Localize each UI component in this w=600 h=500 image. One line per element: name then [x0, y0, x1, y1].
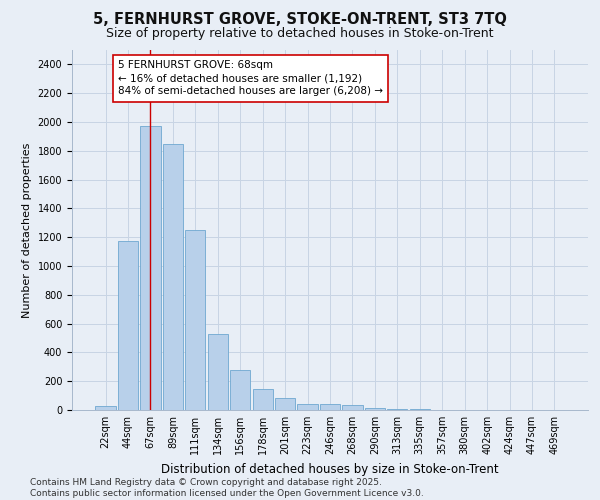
Text: Contains HM Land Registry data © Crown copyright and database right 2025.
Contai: Contains HM Land Registry data © Crown c… [30, 478, 424, 498]
Bar [163, 144, 183, 410]
Bar [365, 408, 385, 410]
Bar [343, 405, 362, 410]
Bar [118, 241, 138, 410]
Text: 5, FERNHURST GROVE, STOKE-ON-TRENT, ST3 7TQ: 5, FERNHURST GROVE, STOKE-ON-TRENT, ST3 … [93, 12, 507, 28]
Bar [320, 404, 340, 410]
Bar [298, 404, 317, 410]
Bar [208, 334, 228, 410]
Bar [387, 408, 407, 410]
Bar [253, 389, 273, 410]
Bar [185, 230, 205, 410]
Bar [230, 370, 250, 410]
X-axis label: Distribution of detached houses by size in Stoke-on-Trent: Distribution of detached houses by size … [161, 462, 499, 475]
Text: Size of property relative to detached houses in Stoke-on-Trent: Size of property relative to detached ho… [106, 28, 494, 40]
Y-axis label: Number of detached properties: Number of detached properties [22, 142, 32, 318]
Text: 5 FERNHURST GROVE: 68sqm
← 16% of detached houses are smaller (1,192)
84% of sem: 5 FERNHURST GROVE: 68sqm ← 16% of detach… [118, 60, 383, 96]
Bar [95, 406, 116, 410]
Bar [140, 126, 161, 410]
Bar [275, 398, 295, 410]
